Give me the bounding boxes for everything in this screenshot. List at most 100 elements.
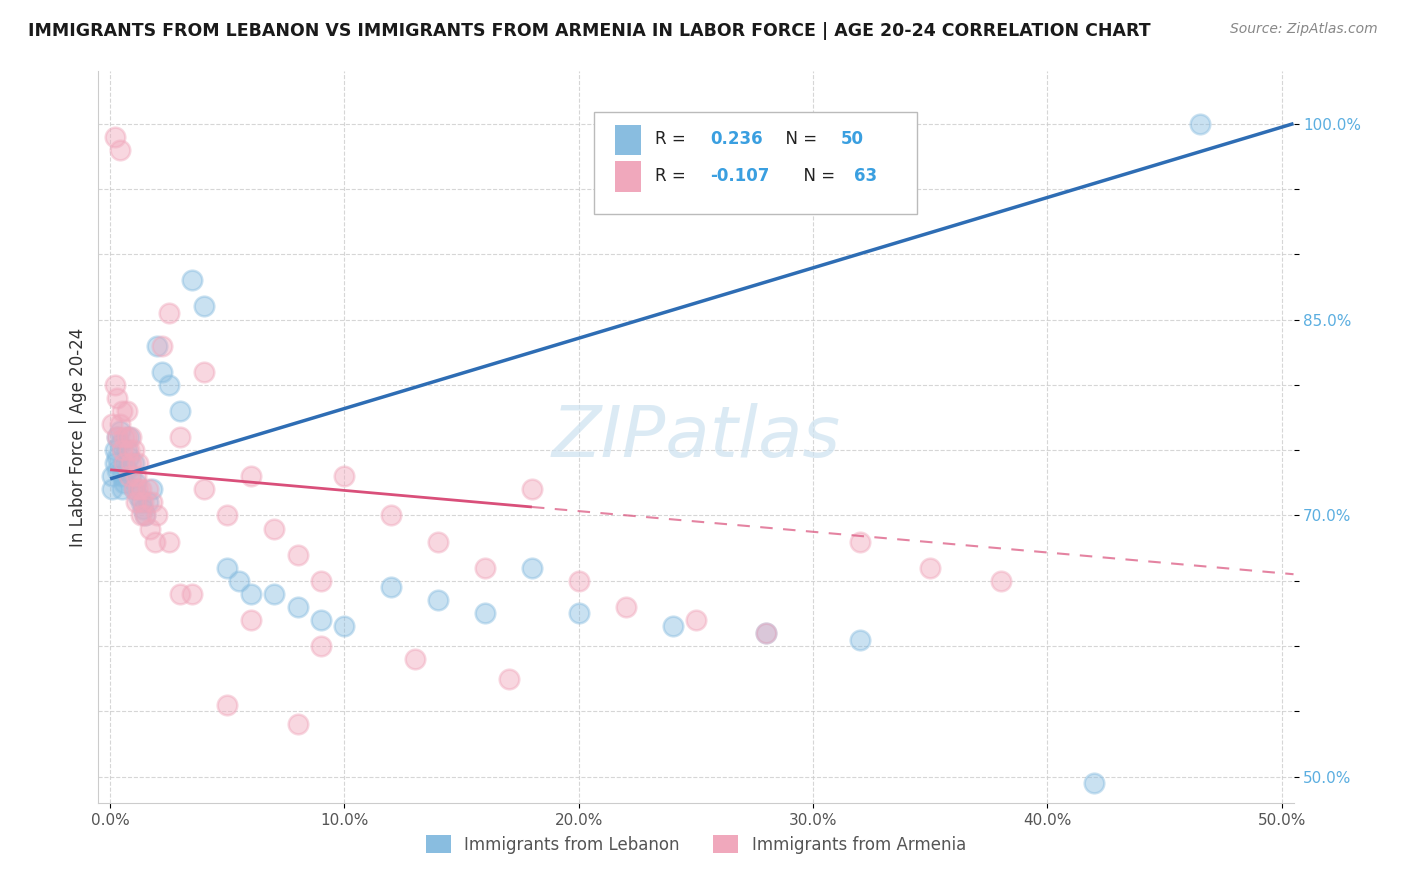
Point [139,522,162,536]
Point [520,560,543,574]
Point [101,417,124,431]
Point [105,430,128,444]
Point [287,717,309,731]
Point [157,534,180,549]
Text: R =: R = [655,130,692,148]
Point [755,626,778,640]
Point [181,273,204,287]
Point [287,599,309,614]
Point [150,365,173,379]
Point [380,580,402,594]
Point [105,430,128,444]
Point [146,339,169,353]
Point [108,417,131,431]
FancyBboxPatch shape [595,112,917,214]
Point [129,508,152,523]
FancyBboxPatch shape [614,161,641,192]
Point [157,377,180,392]
Point [111,443,134,458]
Point [498,672,520,686]
Text: -0.107: -0.107 [710,167,769,185]
Point [105,450,128,464]
Point [849,632,872,647]
Point [104,129,127,144]
Point [118,469,141,483]
Point [193,483,215,497]
Point [112,456,135,470]
Point [118,450,141,464]
Point [427,593,450,607]
Point [104,443,127,458]
Point [132,502,155,516]
Point [120,430,142,444]
Point [122,483,145,497]
Point [129,495,152,509]
Y-axis label: In Labor Force | Age 20-24: In Labor Force | Age 20-24 [69,327,87,547]
Point [181,587,204,601]
Point [108,143,131,157]
Point [169,430,191,444]
Point [143,534,166,549]
Point [127,456,149,470]
Point [105,463,128,477]
Point [193,300,215,314]
Point [474,607,496,621]
Text: R =: R = [655,167,692,185]
Text: 50: 50 [841,130,863,148]
Point [239,613,262,627]
Point [150,339,173,353]
Point [474,560,496,574]
Point [239,469,262,483]
Point [614,599,637,614]
Point [380,508,402,523]
Point [118,443,141,458]
Legend: Immigrants from Lebanon, Immigrants from Armenia: Immigrants from Lebanon, Immigrants from… [419,829,973,860]
Point [112,475,135,490]
Point [169,587,191,601]
Point [920,560,942,574]
Text: 0.236: 0.236 [710,130,763,148]
Text: 63: 63 [853,167,877,185]
Point [309,613,332,627]
Point [127,489,149,503]
Text: N =: N = [793,167,841,185]
Point [193,365,215,379]
Point [239,587,262,601]
Point [568,574,591,588]
Point [125,475,148,490]
Point [333,469,356,483]
Point [115,463,138,477]
Point [263,587,285,601]
Point [169,404,191,418]
Point [111,404,134,418]
Point [112,456,135,470]
Point [661,619,683,633]
Point [228,574,250,588]
Point [849,534,872,549]
Point [129,483,152,497]
Point [427,534,450,549]
Point [127,483,149,497]
Point [990,574,1012,588]
Point [105,391,128,405]
Point [115,430,138,444]
FancyBboxPatch shape [614,125,641,155]
Point [108,424,131,438]
Point [115,443,138,458]
Point [136,495,159,509]
Point [217,560,239,574]
Point [263,522,285,536]
Point [217,508,239,523]
Point [104,377,127,392]
Point [122,456,145,470]
Point [309,574,332,588]
Text: ZIPatlas: ZIPatlas [551,402,841,472]
Point [108,436,131,450]
Point [1188,117,1211,131]
Point [568,607,591,621]
Point [122,443,145,458]
Point [134,508,156,523]
Point [104,456,127,470]
Point [111,483,134,497]
Text: Source: ZipAtlas.com: Source: ZipAtlas.com [1230,22,1378,37]
